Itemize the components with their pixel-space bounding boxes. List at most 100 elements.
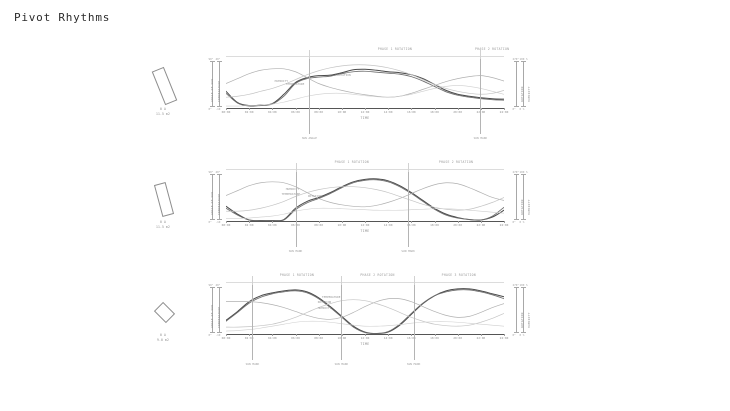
x-axis-name: TIME <box>360 229 370 233</box>
x-tick-label: 20:00 <box>453 223 462 227</box>
right-axis-max-0: 270° <box>512 283 519 287</box>
x-tick-label: 04:00 <box>267 223 277 227</box>
left-axis-cap-bottom <box>217 332 222 333</box>
phase-title: PHASE 1 ROTATION <box>377 47 412 51</box>
series-line-angle-of-sun <box>226 288 504 334</box>
x-tick-label: 06:00 <box>291 110 300 114</box>
phase-separator <box>413 276 415 285</box>
phase-band: PHASE 1 ROTATION PHASE 2 ROTATION PHASE 3 … <box>196 271 536 285</box>
x-tick-label: 14:00 <box>383 336 393 340</box>
x-tick-label: 12:00 <box>360 110 370 114</box>
x-tick <box>411 333 413 336</box>
pivot-label-area: 0 A <box>160 220 166 224</box>
x-tick-label: 22:00 <box>476 336 486 340</box>
right-axis-cap-bottom <box>521 219 526 220</box>
x-tick-label: 24:00 <box>499 110 509 114</box>
pivot-label-size: 11.5 m2 <box>156 224 170 229</box>
left-axis-min-0: 0° <box>208 220 212 224</box>
phase-title: PHASE 1 ROTATION <box>279 273 314 277</box>
left-axis-max-0: 90° <box>208 283 214 287</box>
x-tick <box>434 333 436 336</box>
event-marker-line <box>480 59 482 134</box>
left-axis-name-1: TEMPERATURE <box>216 306 221 328</box>
left-axis-name-0: ANGLE OF SUN <box>209 304 214 328</box>
event-marker-label: SUN MARK <box>334 362 349 366</box>
pivot-figure: 0 A 11.5 m2 <box>132 45 194 155</box>
x-tick <box>365 107 366 110</box>
left-axis-min-1: -10 <box>215 107 221 111</box>
x-tick <box>318 333 320 336</box>
phase-title: PHASE 2 ROTATION <box>438 160 474 164</box>
right-axis-cap-top <box>514 61 519 62</box>
x-tick <box>249 107 251 110</box>
x-tick-label: 18:00 <box>430 336 439 340</box>
x-tick <box>341 220 343 223</box>
left-axis-name-0: ANGLE OF SUN <box>209 191 214 215</box>
event-marker-label: SUN MARK <box>406 362 421 366</box>
phase-title: PHASE 2 ROTATION <box>475 47 510 51</box>
right-axis-cap-bottom <box>521 106 526 107</box>
x-tick-label: 08:00 <box>314 110 323 114</box>
series-line-humidity <box>226 64 504 98</box>
right-axis-0 <box>516 61 517 106</box>
x-tick <box>318 107 320 110</box>
x-tick <box>434 107 436 110</box>
left-axis-1 <box>219 61 220 106</box>
right-axis-max-0: 270° <box>512 57 519 61</box>
x-tick-label: 02:00 <box>244 223 254 227</box>
x-tick-label: 18:00 <box>430 223 439 227</box>
right-axis-cap-top <box>514 174 519 175</box>
event-marker-label: SUN MARK <box>401 249 415 253</box>
x-tick <box>411 107 413 110</box>
series-label-temperature: TEMPERATURE <box>281 191 301 196</box>
x-tick <box>365 220 366 223</box>
right-axis-cap-top <box>521 61 526 62</box>
x-tick <box>388 220 390 223</box>
series-canvas <box>226 178 504 221</box>
right-axis-name-1: HUMIDITY <box>527 86 532 102</box>
pivot-label-area: 0 A <box>160 333 166 337</box>
x-tick <box>434 220 436 223</box>
series-line-rotation <box>226 181 504 208</box>
right-axis-1 <box>523 174 524 219</box>
x-tick-label: 18:00 <box>430 110 439 114</box>
x-tick <box>457 333 459 336</box>
plot-area <box>226 285 504 334</box>
x-tick <box>272 333 274 336</box>
series-label-humidity: HUMIDITY <box>317 305 332 310</box>
right-axis-0 <box>516 174 517 219</box>
event-marker-line <box>408 172 410 247</box>
x-tick-label: 16:00 <box>406 223 416 227</box>
left-axis-max-1: 40° <box>215 170 221 174</box>
event-marker-label: SUN MARK <box>245 362 260 366</box>
series-label-temperature: TEMPERATURE <box>321 294 341 299</box>
x-tick-label: 04:00 <box>267 336 277 340</box>
plot-area <box>226 172 504 221</box>
right-axis-cap-bottom <box>514 332 519 333</box>
pivot-label-area: 0 A <box>160 107 166 111</box>
pivot-shape-icon <box>153 181 175 217</box>
event-marker-label: SUN ANGLE <box>301 136 317 140</box>
series-label-rotation: ROTATION <box>308 194 322 199</box>
x-axis-name: TIME <box>360 342 370 346</box>
x-tick <box>318 220 320 223</box>
left-axis-max-0: 90° <box>208 170 214 174</box>
left-axis-1 <box>219 287 220 332</box>
phase-band: PHASE 1 ROTATION PHASE 2 ROTATION <box>196 45 536 59</box>
right-axis-cap-bottom <box>514 106 519 107</box>
x-tick-label: 00:00 <box>221 110 231 114</box>
x-tick <box>388 333 390 336</box>
x-tick <box>272 107 274 110</box>
left-axis-cap-top <box>210 61 215 62</box>
phase-title: PHASE 1 ROTATION <box>334 160 369 164</box>
left-axis-1 <box>219 174 220 219</box>
chart-row: 0 A 11.5 m2 PHASE 1 ROTATION PHASE 2 ROTATI… <box>0 45 730 155</box>
series-label-temperature: TEMPERATURE <box>285 82 305 87</box>
right-axis-0 <box>516 287 517 332</box>
right-axis-cap-bottom <box>521 332 526 333</box>
x-tick-label: 24:00 <box>499 336 509 340</box>
left-axis-cap-top <box>217 174 222 175</box>
left-axis-min-1: -10 <box>215 220 221 224</box>
phase-separator <box>408 163 410 172</box>
left-axis-min-1: -10 <box>215 333 221 337</box>
